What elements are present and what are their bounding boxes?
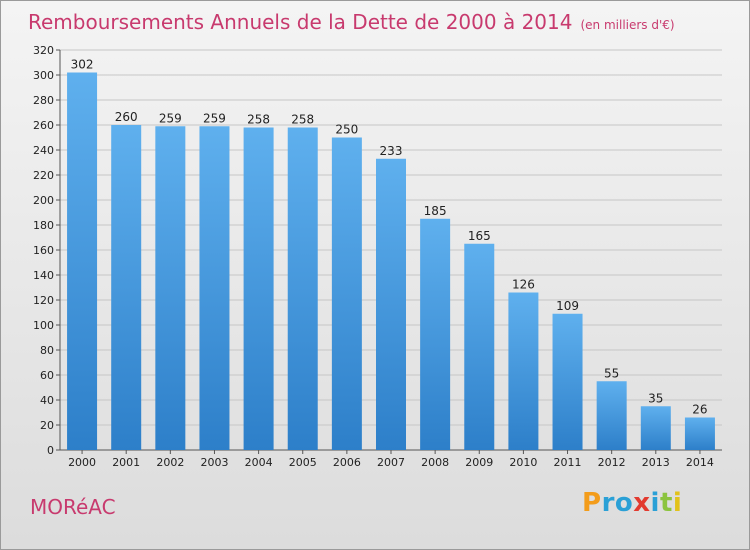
data-label: 258 (291, 113, 314, 127)
logo-letter: o (614, 488, 634, 518)
y-tick-label: 20 (40, 419, 54, 432)
x-tick-label: 2014 (686, 456, 714, 469)
bar-2002 (155, 126, 186, 450)
bar-2012 (596, 381, 627, 450)
proxiti-logo: Proxiti (582, 488, 682, 518)
x-tick-label: 2005 (289, 456, 317, 469)
x-tick-labels: 2000 2001 2002 2003 2004 2005 2006 2007 2008 2009… (68, 456, 714, 469)
y-tick-label: 40 (40, 394, 54, 407)
data-label: 126 (512, 278, 535, 292)
data-label: 233 (380, 144, 403, 158)
logo-letter: x (633, 488, 651, 518)
logo-letter: t (659, 488, 673, 518)
y-tick-label: 300 (33, 69, 54, 82)
x-tick-label: 2007 (377, 456, 405, 469)
bar-2003 (199, 126, 230, 450)
subtitle-text: (en milliers d'€) (580, 18, 675, 32)
bar-2010 (508, 292, 539, 450)
bar-2000 (67, 72, 98, 450)
x-tick-label: 2004 (245, 456, 273, 469)
x-tick-label: 2008 (421, 456, 449, 469)
data-label: 260 (115, 110, 138, 124)
bar-2014 (684, 417, 715, 450)
x-tick-label: 2010 (509, 456, 537, 469)
x-tick-label: 2009 (465, 456, 493, 469)
bars (67, 72, 715, 450)
y-tick-label: 100 (33, 319, 54, 332)
x-tick-label: 2011 (554, 456, 582, 469)
x-tick-label: 2006 (333, 456, 361, 469)
x-tick-label: 2013 (642, 456, 670, 469)
y-tick-label: 0 (47, 444, 54, 457)
logo-letter: i (672, 488, 683, 518)
logo-letter: r (601, 488, 615, 518)
y-tick-label: 120 (33, 294, 54, 307)
chart-title: Remboursements Annuels de la Dette de 20… (28, 10, 675, 34)
data-label: 250 (335, 123, 358, 137)
bar-2006 (331, 137, 362, 450)
data-label: 35 (648, 391, 663, 405)
y-tick-label: 240 (33, 144, 54, 157)
bar-2011 (552, 313, 583, 450)
data-label: 302 (71, 58, 94, 72)
data-label: 258 (247, 113, 270, 127)
y-tick-label: 320 (33, 44, 54, 57)
y-tick-label: 180 (33, 219, 54, 232)
bar-2008 (420, 218, 451, 450)
data-label: 55 (604, 366, 619, 380)
bar-2001 (111, 125, 142, 450)
data-label: 165 (468, 229, 491, 243)
x-tick-label: 2003 (200, 456, 228, 469)
data-label: 109 (556, 299, 579, 313)
data-label: 259 (159, 111, 182, 125)
title-text: Remboursements Annuels de la Dette de 20… (28, 10, 573, 34)
y-tick-label: 140 (33, 269, 54, 282)
y-tick-labels: 0 20 40 60 80 100 120 140 160 180 200 220 240 260 280 3… (33, 44, 54, 457)
bar-2007 (376, 158, 406, 450)
bar-2005 (287, 127, 318, 450)
y-tick-label: 80 (40, 344, 54, 357)
data-label: 185 (424, 204, 447, 218)
y-tick-label: 60 (40, 369, 54, 382)
y-tick-label: 220 (33, 169, 54, 182)
data-label: 26 (692, 403, 707, 417)
y-tick-label: 200 (33, 194, 54, 207)
logo-letter: i (650, 488, 660, 518)
y-tick-label: 280 (33, 94, 54, 107)
y-tick-label: 260 (33, 119, 54, 132)
x-tick-label: 2012 (598, 456, 626, 469)
x-tick-label: 2001 (112, 456, 140, 469)
bar-2004 (243, 127, 274, 450)
bar-2009 (464, 243, 495, 450)
bar-2013 (640, 406, 671, 450)
data-label: 259 (203, 111, 226, 125)
y-tick-label: 160 (33, 244, 54, 257)
x-tick-label: 2002 (156, 456, 184, 469)
logo-letter: P (582, 488, 602, 518)
data-labels: 302 260 259 259 258 258 250 233 185 165 126 109 55 35… (71, 58, 708, 417)
x-tick-label: 2000 (68, 456, 96, 469)
city-name: MORéAC (30, 495, 116, 519)
